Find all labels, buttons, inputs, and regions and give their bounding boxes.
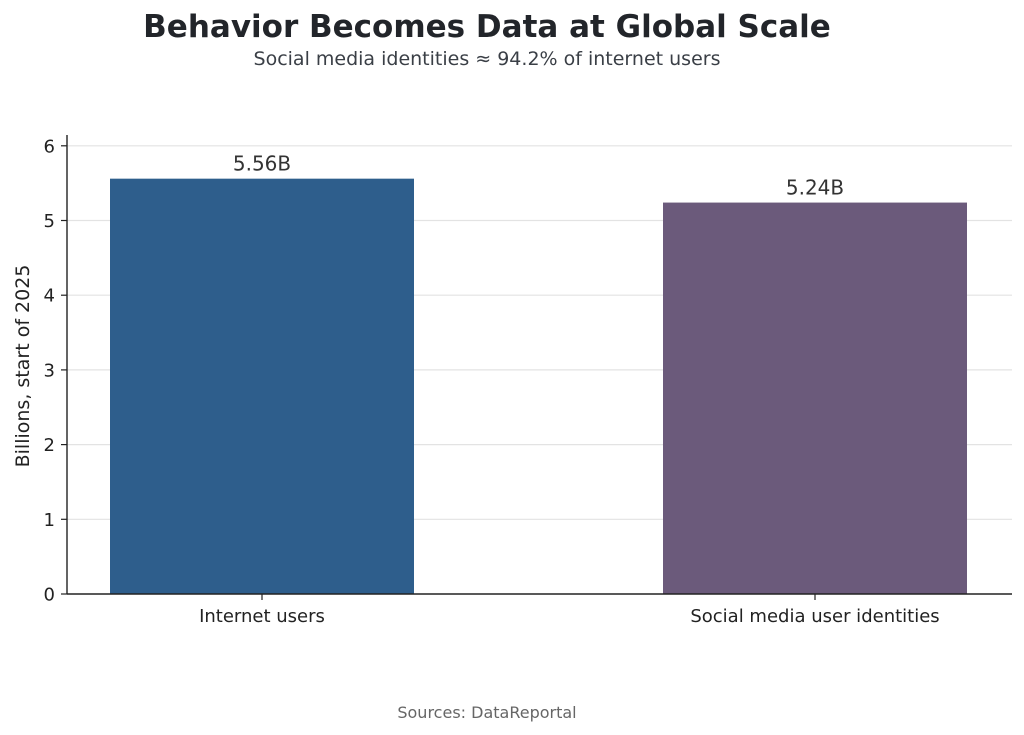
y-tick-label: 2 <box>44 435 55 456</box>
y-ticks: 0 1 2 3 4 5 6 <box>44 136 67 606</box>
bar <box>663 202 967 594</box>
y-tick-label: 6 <box>44 136 55 157</box>
y-tick-label: 4 <box>44 286 55 307</box>
y-tick-label: 3 <box>44 360 55 381</box>
chart-subtitle: Social media identities ≈ 94.2% of inter… <box>254 48 721 70</box>
y-tick-label: 1 <box>44 510 55 531</box>
source-note: Sources: DataReportal <box>397 703 576 722</box>
y-tick-label: 0 <box>44 585 55 606</box>
chart-title: Behavior Becomes Data at Global Scale <box>143 9 831 45</box>
bar <box>110 178 414 594</box>
y-axis-label: Billions, start of 2025 <box>12 265 34 468</box>
data-labels: 5.56B 5.24B <box>233 152 844 200</box>
data-label: 5.56B <box>233 152 291 176</box>
bars <box>110 178 967 594</box>
data-label: 5.24B <box>786 176 844 200</box>
x-tick-label: Social media user identities <box>690 606 939 627</box>
x-tick-label: Internet users <box>199 606 325 627</box>
x-ticks: Internet users Social media user identiti… <box>199 594 940 627</box>
axes <box>66 135 1012 595</box>
y-tick-label: 5 <box>44 211 55 232</box>
